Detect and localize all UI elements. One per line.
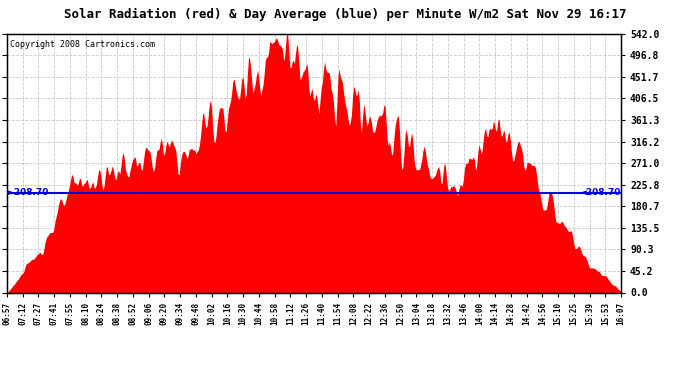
Text: ◄208.70: ◄208.70: [580, 188, 621, 197]
Text: Copyright 2008 Cartronics.com: Copyright 2008 Cartronics.com: [10, 40, 155, 49]
Text: ►208.70: ►208.70: [8, 188, 49, 197]
Text: Solar Radiation (red) & Day Average (blue) per Minute W/m2 Sat Nov 29 16:17: Solar Radiation (red) & Day Average (blu…: [63, 8, 627, 21]
